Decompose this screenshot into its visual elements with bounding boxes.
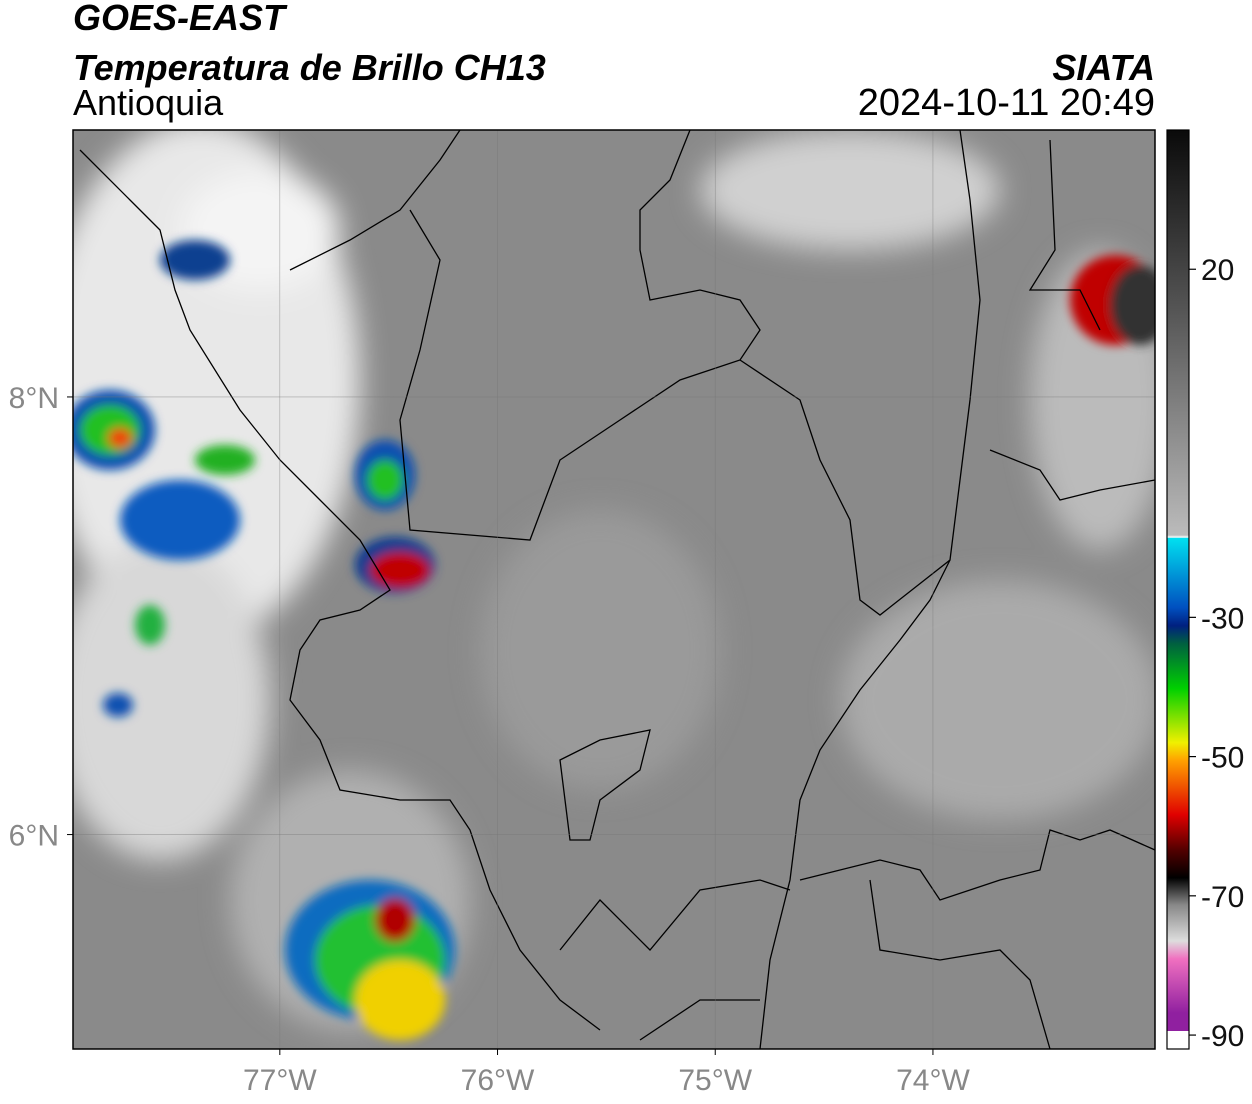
colorbar-tick-label: -90 <box>1201 1020 1244 1053</box>
x-tick-label: 76°W <box>461 1064 535 1097</box>
colorbar <box>1167 130 1189 1031</box>
colorbar-under <box>1167 1031 1189 1049</box>
colorbar-tick-label: -70 <box>1201 881 1244 914</box>
graticule <box>67 130 1155 1055</box>
colorbar-tick-label: -50 <box>1201 742 1244 775</box>
colorbar-tick-label: 20 <box>1201 254 1234 287</box>
x-tick-label: 77°W <box>243 1064 317 1097</box>
satellite-image <box>73 130 1155 1049</box>
region: Antioquia <box>73 82 224 123</box>
colorbar-frame <box>1166 129 1190 1050</box>
y-tick-label: 6°N <box>9 820 59 853</box>
colorbar-ticks <box>1189 268 1196 1036</box>
y-tick-label: 8°N <box>9 382 59 415</box>
colorbar-tick-label: -30 <box>1201 602 1244 635</box>
source: SIATA <box>1052 47 1155 88</box>
subtitle: Temperatura de Brillo CH13 <box>73 47 546 88</box>
map-frame <box>72 129 1156 1050</box>
title: GOES-EAST <box>73 0 288 38</box>
datetime: 2024-10-11 20:49 <box>858 82 1155 124</box>
x-tick-label: 75°W <box>678 1064 752 1097</box>
x-tick-label: 74°W <box>896 1064 970 1097</box>
